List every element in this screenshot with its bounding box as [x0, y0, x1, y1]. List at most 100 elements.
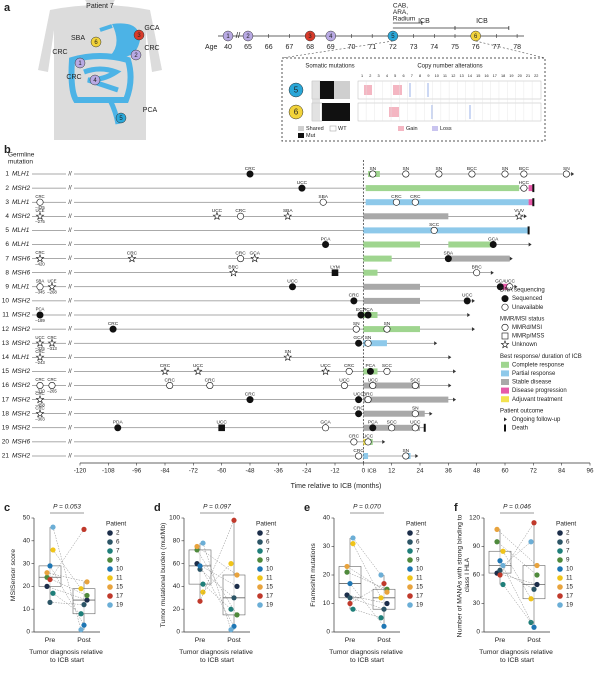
event-label: CRC — [35, 194, 44, 199]
legend-label: Loss — [440, 126, 452, 132]
legend-label: Ongoing follow-up — [512, 417, 561, 423]
point — [81, 526, 87, 533]
row-number: 1 — [5, 171, 9, 178]
event-label: CRC — [127, 250, 138, 256]
legend-swatch — [257, 602, 263, 608]
event-marker — [47, 282, 57, 291]
legend-swatch — [257, 548, 263, 554]
timeline-marker-id: 5 — [391, 34, 395, 40]
row-number: 3 — [5, 199, 9, 206]
event-marker — [350, 297, 358, 305]
lesion-label: SBA — [71, 35, 85, 42]
legend-label: 10 — [266, 566, 274, 573]
event-time-label: –265 — [47, 388, 57, 393]
timeline-marker-id: 4 — [329, 34, 333, 40]
inset-mutations-label: Somatic mutations — [305, 64, 354, 70]
legend-label: Disease progression — [512, 388, 567, 394]
point — [500, 581, 506, 588]
y-tick-label: 100 — [169, 515, 180, 522]
axis-break: // — [68, 228, 72, 234]
inset-cna-label: Copy number alterations — [417, 64, 482, 70]
event-marker — [193, 366, 203, 376]
event-label: PCA — [36, 307, 45, 312]
legend-label: 19 — [416, 602, 424, 609]
lesion-label: CRC — [52, 49, 67, 56]
point — [534, 572, 540, 578]
event-label: LYM — [330, 264, 340, 270]
event-marker — [411, 198, 419, 206]
point — [84, 592, 90, 599]
legend-title: Patient — [556, 521, 576, 528]
point — [378, 572, 384, 578]
x-tick-label: Post — [227, 637, 241, 644]
lesion-marker — [90, 36, 102, 48]
body-illustration — [38, 0, 162, 140]
legend-label: 19 — [266, 602, 274, 609]
axis-break: // — [68, 186, 72, 192]
chromosome-label: 7 — [411, 74, 413, 78]
point — [44, 583, 50, 590]
event-marker — [322, 241, 330, 249]
event-label: BRC — [472, 264, 483, 270]
axis-break: // — [68, 298, 72, 304]
response-bar — [363, 453, 369, 459]
point — [84, 579, 90, 585]
pair-line — [502, 551, 532, 599]
age-tick-label: 67 — [286, 44, 294, 51]
row-number: 6 — [5, 241, 9, 248]
gene-label: MSH2 — [12, 453, 30, 460]
point — [47, 576, 53, 583]
gene-label: MSH2 — [12, 425, 30, 432]
event-marker — [383, 367, 391, 375]
response-bar — [363, 241, 420, 248]
legend-title: Patient — [406, 521, 426, 528]
event-marker — [246, 396, 254, 404]
legend-swatch — [407, 602, 413, 608]
pair-line — [496, 529, 538, 566]
event-time-label: –268 — [47, 290, 57, 295]
row-number: 21 — [2, 453, 10, 460]
event-label: BRC — [228, 264, 239, 270]
ongoing-arrow — [448, 355, 452, 360]
patient-label: Patient 7 — [86, 3, 114, 10]
legend-label: 11 — [416, 575, 423, 582]
event-marker — [514, 211, 524, 221]
legend-title: DNA sequencing — [500, 288, 545, 294]
legend-label: 19 — [566, 602, 574, 609]
event-label: CRC — [245, 166, 256, 172]
event-label: SN — [284, 349, 291, 355]
y-tick-label: 10 — [323, 600, 331, 607]
ongoing-arrow — [523, 214, 527, 219]
point — [534, 562, 540, 569]
chromosome-label: 14 — [468, 74, 472, 78]
ongoing-arrow — [415, 454, 419, 458]
event-label: UCC — [35, 335, 44, 340]
event-marker — [364, 311, 372, 319]
legend-label: 19 — [116, 602, 124, 609]
pair-line — [349, 583, 385, 604]
pair-line — [352, 543, 382, 598]
legend-swatch — [557, 530, 563, 536]
y-tick-label: 0 — [176, 629, 180, 636]
row-number: 8 — [5, 269, 9, 276]
pair-line — [49, 565, 85, 626]
event-label: UCC — [320, 363, 331, 369]
pair-line — [202, 563, 232, 593]
axis-break: // — [68, 327, 72, 333]
response-bar — [363, 382, 420, 389]
event-marker — [340, 381, 348, 389]
inset-sample-marker — [288, 82, 304, 98]
y-tick-label: 50 — [23, 515, 31, 522]
legend-label: 11 — [566, 575, 573, 582]
gene-label: MSH2 — [12, 368, 30, 375]
row-number: 7 — [5, 255, 9, 262]
axis-break: // — [68, 454, 72, 460]
event-marker — [35, 409, 45, 418]
legend-label: 15 — [266, 584, 274, 591]
event-label: GCA — [353, 335, 364, 341]
axis-break: // — [68, 172, 72, 178]
p-value: P = 0.053 — [53, 504, 81, 511]
gene-label: MLH1 — [12, 284, 30, 291]
ongoing-arrow — [453, 369, 457, 374]
pair-line — [49, 529, 85, 580]
